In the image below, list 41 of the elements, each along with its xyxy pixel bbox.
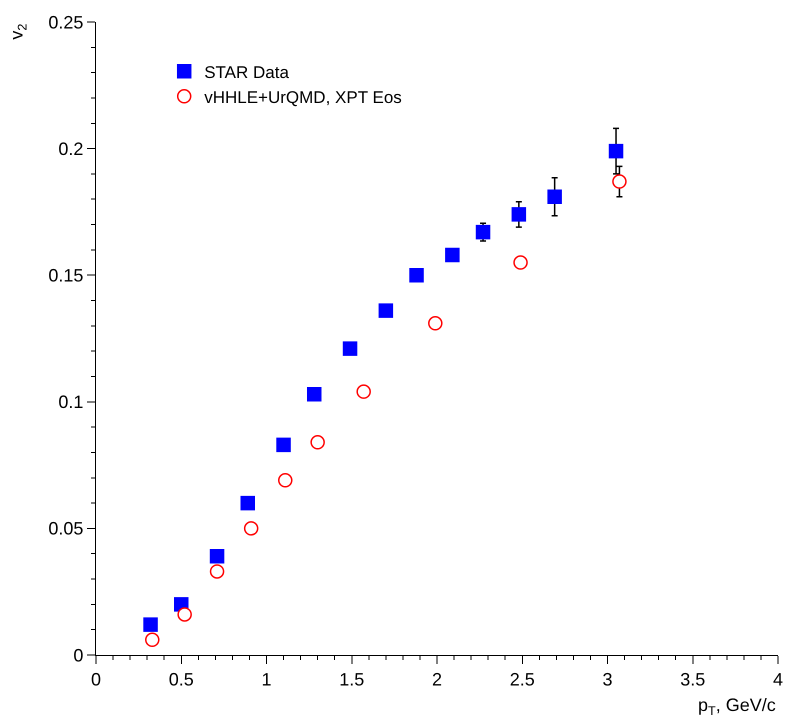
- point: [342, 341, 358, 356]
- point: [428, 316, 443, 331]
- x-tick-label: 0: [90, 670, 102, 690]
- point: [512, 207, 526, 222]
- x-tick-label: 3: [602, 670, 613, 690]
- point: [608, 144, 624, 158]
- point: [177, 607, 192, 622]
- legend-label: vHHLE+UrQMD, XPT Eos: [204, 88, 402, 107]
- point: [547, 189, 562, 204]
- y-tick-label: 0.05: [48, 518, 84, 539]
- point: [356, 384, 371, 399]
- x-tick-label: 1: [261, 670, 272, 690]
- x-tick-label: 3.5: [680, 670, 706, 690]
- point: [409, 268, 424, 282]
- point: [276, 438, 291, 452]
- x-tick-label: 2.5: [510, 670, 535, 690]
- point: [612, 174, 627, 189]
- point: [210, 564, 224, 579]
- point: [513, 255, 528, 270]
- x-tick-label: 1.5: [339, 670, 364, 690]
- y-tick-label: 0.1: [58, 392, 84, 412]
- y-tick-label: 0.25: [48, 12, 84, 32]
- point: [306, 386, 322, 402]
- point: [445, 248, 460, 262]
- point: [278, 473, 293, 488]
- point: [210, 549, 224, 564]
- x-tick-label: 2: [432, 670, 442, 690]
- point: [476, 224, 490, 240]
- y-tick-label: 0.2: [58, 138, 84, 159]
- point: [143, 617, 158, 632]
- y-tick-label: 0.15: [48, 266, 84, 286]
- x-tick-label: 0.5: [168, 670, 194, 690]
- point: [244, 521, 258, 536]
- point: [310, 435, 325, 450]
- point: [378, 303, 394, 318]
- y-tick-label: 0: [73, 645, 84, 666]
- point: [240, 496, 255, 510]
- x-tick-label: 4: [772, 670, 784, 690]
- x-axis-title: p$_{T}$, GeV/c: [698, 695, 776, 718]
- point: [145, 632, 160, 648]
- legend-label: STAR Data: [204, 62, 290, 82]
